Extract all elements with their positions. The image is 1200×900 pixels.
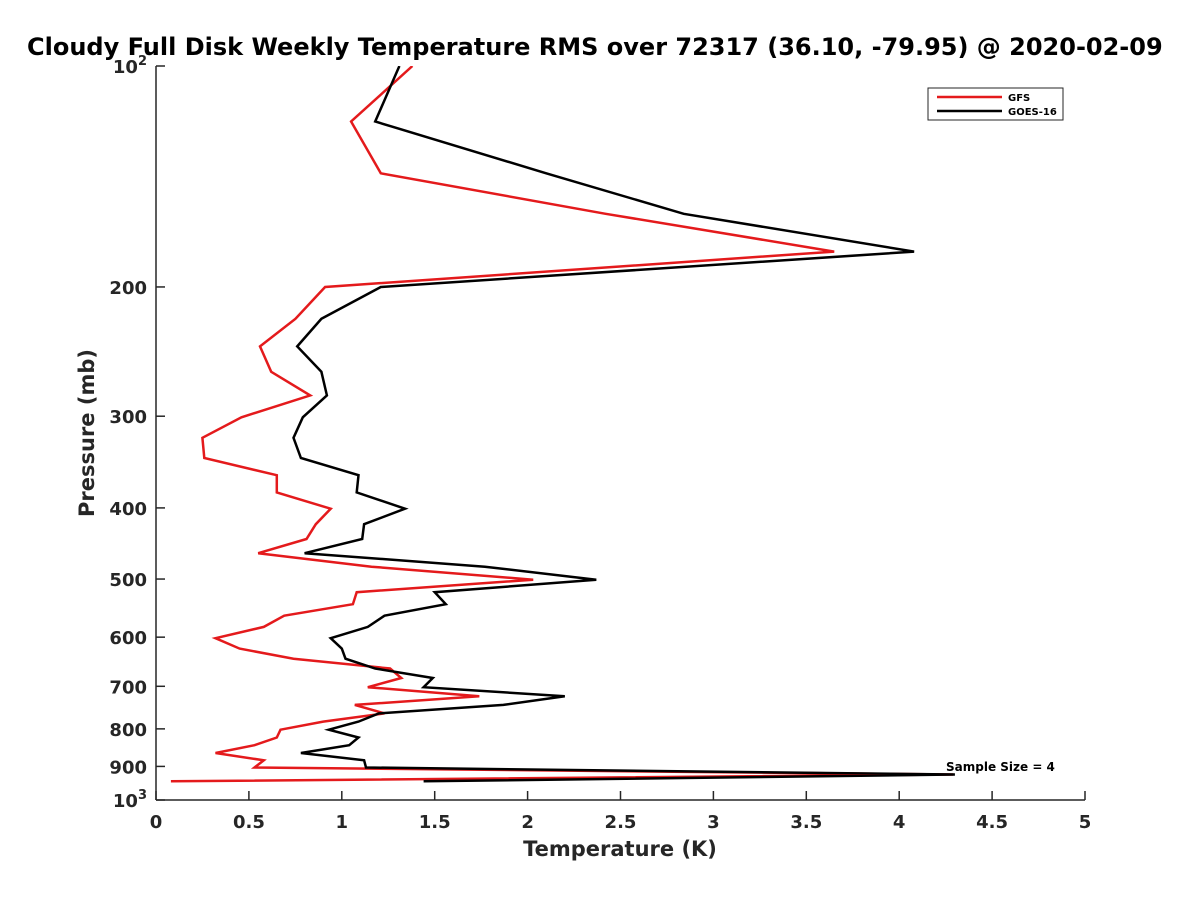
y-ticks: 102 200 300 400 500 600 700 800 900 103 bbox=[109, 54, 165, 812]
y-tick-label: 102 bbox=[113, 54, 147, 78]
y-axis-label: Pressure (mb) bbox=[75, 349, 99, 517]
legend-box bbox=[927, 87, 1064, 121]
x-tick-label: 1.5 bbox=[419, 812, 451, 833]
chart-title: Cloudy Full Disk Weekly Temperature RMS … bbox=[27, 33, 1163, 61]
x-tick-label: 4.5 bbox=[976, 812, 1008, 833]
x-tick-label: 3 bbox=[707, 812, 720, 833]
series-line-goes-16 bbox=[292, 66, 955, 783]
series-layer bbox=[170, 66, 955, 783]
series-line-gfs bbox=[170, 66, 954, 783]
y-tick-label: 103 bbox=[113, 788, 147, 812]
y-tick-label: 300 bbox=[109, 407, 147, 428]
legend: GFS GOES-16 bbox=[927, 87, 1064, 121]
y-tick-label: 200 bbox=[109, 278, 147, 299]
sample-size-annotation: Sample Size = 4 bbox=[946, 760, 1055, 774]
y-tick-label: 800 bbox=[109, 720, 147, 741]
x-tick-label: 2.5 bbox=[605, 812, 637, 833]
x-tick-label: 1 bbox=[336, 812, 349, 833]
x-tick-label: 0 bbox=[150, 812, 163, 833]
x-tick-label: 4 bbox=[893, 812, 906, 833]
x-tick-label: 2 bbox=[521, 812, 534, 833]
x-tick-label: 0.5 bbox=[233, 812, 265, 833]
x-axis-label: Temperature (K) bbox=[523, 837, 717, 861]
x-tick-label: 5 bbox=[1079, 812, 1092, 833]
legend-label-gfs: GFS bbox=[1008, 93, 1030, 104]
y-tick-label: 700 bbox=[109, 677, 147, 698]
x-tick-label: 3.5 bbox=[790, 812, 822, 833]
y-tick-label: 600 bbox=[109, 628, 147, 649]
x-ticks: 0 0.5 1 1.5 2 2.5 3 3.5 4 4.5 5 bbox=[150, 791, 1092, 833]
y-tick-label: 500 bbox=[109, 570, 147, 591]
y-tick-label: 900 bbox=[109, 757, 147, 778]
legend-label-goes-16: GOES-16 bbox=[1008, 107, 1057, 118]
y-tick-label: 400 bbox=[109, 499, 147, 520]
